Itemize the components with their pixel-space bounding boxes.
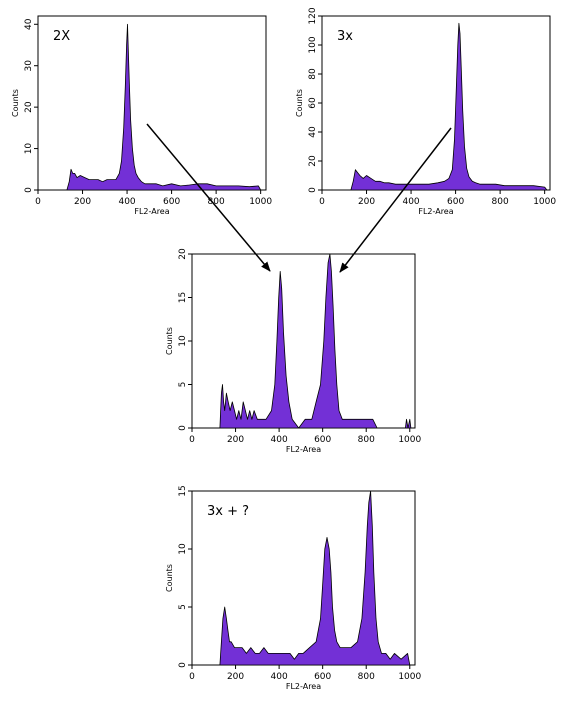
y-tick-label: 20 bbox=[178, 248, 188, 260]
x-tick-label: 200 bbox=[227, 672, 244, 682]
y-tick-label: 15 bbox=[178, 292, 188, 303]
y-tick-label: 0 bbox=[308, 187, 318, 193]
y-tick-label: 5 bbox=[178, 382, 188, 388]
histogram-area bbox=[219, 253, 412, 429]
x-tick-label: 600 bbox=[314, 435, 331, 445]
y-tick-label: 60 bbox=[308, 97, 318, 109]
x-tick-label: 0 bbox=[189, 672, 195, 682]
x-tick-label: 400 bbox=[271, 672, 288, 682]
y-tick-label: 0 bbox=[178, 662, 188, 668]
x-tick-label: 400 bbox=[271, 435, 288, 445]
y-tick-label: 5 bbox=[178, 604, 188, 610]
x-axis-label: FL2-Area bbox=[286, 682, 321, 691]
histogram-area bbox=[66, 23, 262, 191]
arrow-3x-to-combined bbox=[339, 127, 452, 273]
y-tick-label: 10 bbox=[178, 335, 188, 347]
y-axis-label: Counts bbox=[165, 327, 174, 355]
y-tick-label: 20 bbox=[308, 155, 318, 167]
x-axis-label: FL2-Area bbox=[418, 207, 453, 216]
x-tick-label: 600 bbox=[314, 672, 331, 682]
x-tick-label: 600 bbox=[447, 197, 464, 207]
plot-frame bbox=[37, 15, 267, 191]
histogram-panel-2x: 0 200 400 600 800 1000 0 10 20 30 40 FL2-Area Counts… bbox=[11, 15, 272, 216]
x-axis-label: FL2-Area bbox=[134, 207, 169, 216]
x-tick-label: 0 bbox=[189, 435, 195, 445]
x-tick-label: 800 bbox=[358, 435, 375, 445]
x-tick-label: 800 bbox=[208, 197, 225, 207]
y-tick-label: 100 bbox=[308, 36, 318, 53]
x-tick-label: 0 bbox=[319, 197, 325, 207]
y-tick-label: 15 bbox=[178, 485, 188, 496]
x-tick-label: 200 bbox=[358, 197, 375, 207]
x-tick-label: 200 bbox=[74, 197, 91, 207]
y-tick-label: 40 bbox=[308, 126, 318, 138]
y-tick-label: 10 bbox=[24, 143, 34, 155]
panel-annotation: 2X bbox=[53, 29, 70, 44]
y-tick-label: 40 bbox=[24, 18, 34, 30]
x-axis-label: FL2-Area bbox=[286, 445, 321, 454]
x-tick-label: 1000 bbox=[398, 672, 421, 682]
arrow-2x-to-combined bbox=[146, 123, 271, 272]
plot-frame bbox=[321, 15, 551, 191]
y-tick-label: 20 bbox=[24, 101, 34, 113]
y-tick-label: 0 bbox=[178, 425, 188, 431]
x-tick-label: 800 bbox=[358, 672, 375, 682]
y-axis-label: Counts bbox=[295, 89, 304, 117]
x-tick-label: 400 bbox=[402, 197, 419, 207]
histogram-panel-3x: 0 200 400 600 800 1000 0 20 40 60 80 100 120 FL2-Area… bbox=[295, 7, 556, 216]
y-tick-label: 30 bbox=[24, 60, 34, 72]
y-tick-label: 0 bbox=[24, 187, 34, 193]
panel-annotation: 3x + ? bbox=[207, 504, 249, 519]
y-axis-label: Counts bbox=[11, 89, 20, 117]
histogram-area bbox=[219, 490, 411, 666]
x-tick-label: 800 bbox=[492, 197, 509, 207]
x-tick-label: 1000 bbox=[249, 197, 272, 207]
x-tick-label: 200 bbox=[227, 435, 244, 445]
x-tick-label: 600 bbox=[163, 197, 180, 207]
histogram-area bbox=[350, 22, 548, 191]
y-axis-label: Counts bbox=[165, 564, 174, 592]
x-tick-label: 1000 bbox=[533, 197, 556, 207]
x-tick-label: 400 bbox=[118, 197, 135, 207]
x-tick-label: 0 bbox=[35, 197, 41, 207]
histogram-panel-combined: 0 200 400 600 800 1000 0 5 10 15 20 FL2-Area Counts bbox=[165, 248, 421, 454]
y-tick-label: 120 bbox=[308, 7, 318, 24]
y-tick-label: 10 bbox=[178, 543, 188, 555]
panel-annotation: 3x bbox=[337, 29, 353, 44]
y-tick-label: 80 bbox=[308, 68, 318, 80]
x-tick-label: 1000 bbox=[398, 435, 421, 445]
histogram-panel-3x-plus-unknown: 0 200 400 600 800 1000 0 5 10 15 FL2-Area Counts 3x … bbox=[165, 485, 421, 691]
